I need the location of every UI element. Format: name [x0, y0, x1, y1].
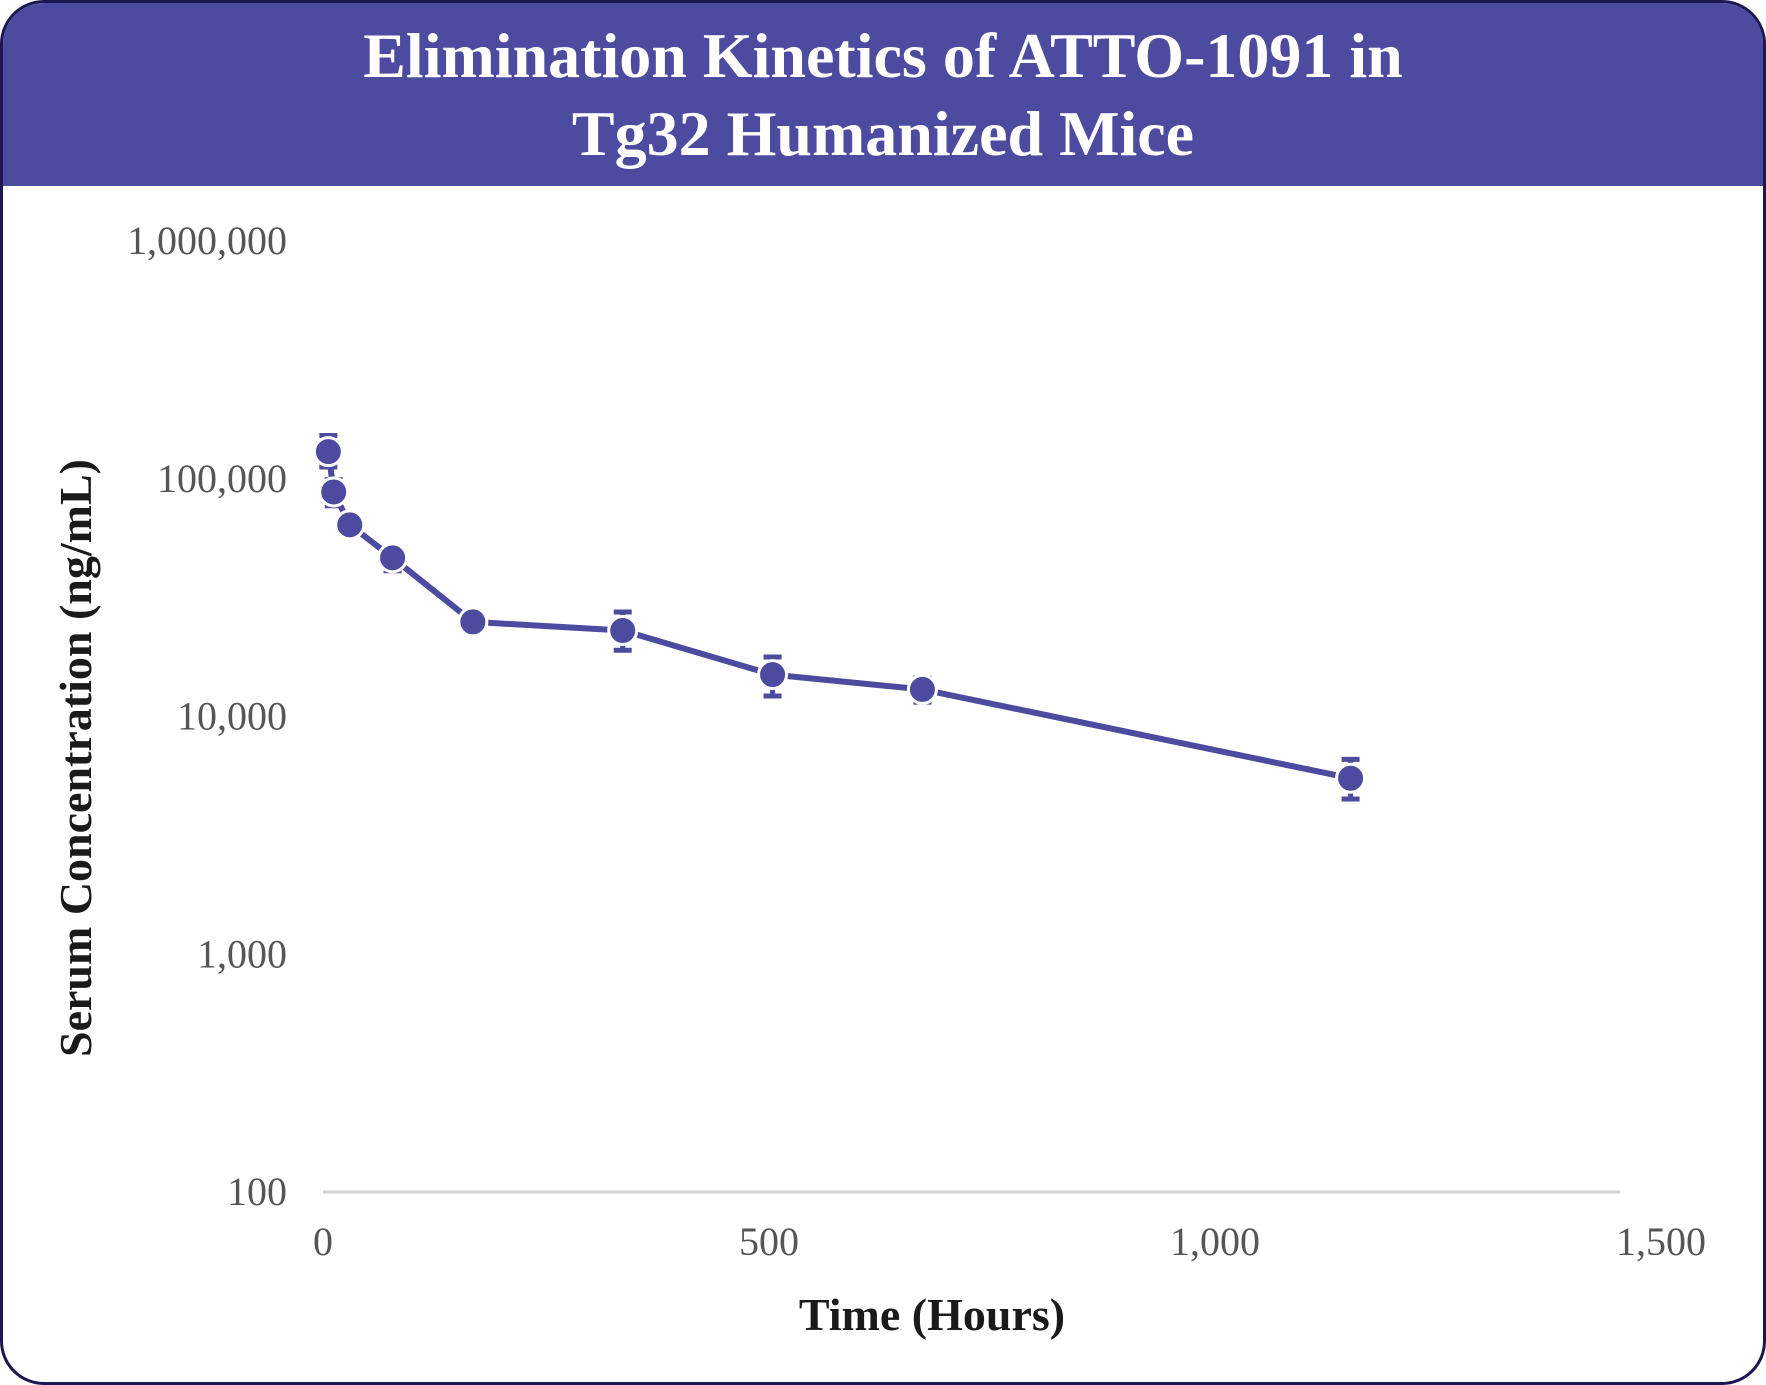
- data-point[interactable]: [607, 614, 639, 646]
- y-tick-label: 100,000: [157, 456, 287, 501]
- series-layer: [312, 433, 1367, 802]
- x-tick-label: 1,000: [1170, 1219, 1260, 1264]
- chart-title-line-1: Elimination Kinetics of ATTO-1091 in: [363, 19, 1403, 91]
- x-tick-label: 0: [313, 1219, 333, 1264]
- x-tick-label: 500: [739, 1219, 799, 1264]
- data-point[interactable]: [334, 509, 366, 541]
- data-point[interactable]: [757, 659, 789, 691]
- data-point[interactable]: [906, 673, 938, 705]
- x-axis-title: Time (Hours): [799, 1289, 1065, 1340]
- y-tick-label: 100: [227, 1169, 287, 1214]
- data-point[interactable]: [457, 606, 489, 638]
- chart-header: Elimination Kinetics of ATTO-1091 in Tg3…: [3, 3, 1763, 186]
- data-point[interactable]: [1335, 762, 1367, 794]
- x-tick-label: 1,500: [1616, 1219, 1706, 1264]
- y-tick-label: 1,000,000: [127, 218, 287, 263]
- data-point[interactable]: [318, 476, 350, 508]
- data-point[interactable]: [377, 542, 409, 574]
- y-axis-ticks: 100 1,000 10,000 100,000 1,000,000: [127, 218, 287, 1214]
- x-axis-ticks: 0 500 1,000 1,500: [313, 1219, 1706, 1264]
- chart-title-line-2: Tg32 Humanized Mice: [571, 97, 1195, 169]
- y-axis-title: Serum Concentration (ng/mL): [50, 459, 101, 1057]
- data-point[interactable]: [312, 436, 344, 468]
- y-tick-label: 10,000: [177, 694, 287, 739]
- y-tick-label: 1,000: [197, 931, 287, 976]
